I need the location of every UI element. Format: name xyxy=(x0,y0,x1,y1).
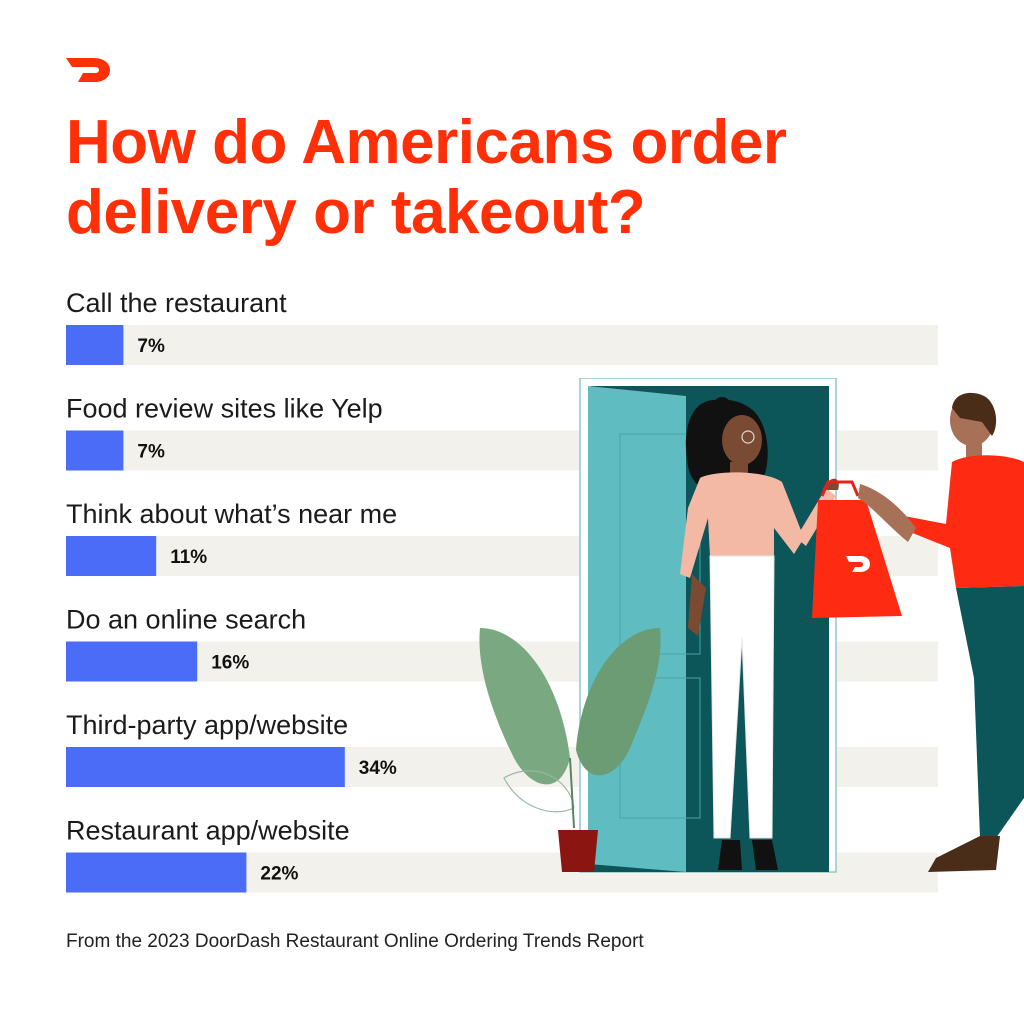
title-line-2: delivery or takeout? xyxy=(66,178,646,247)
category-label: Call the restaurant xyxy=(66,288,287,318)
bar xyxy=(66,430,124,471)
customer-figure xyxy=(680,397,839,870)
bar xyxy=(66,852,247,893)
title-line-1: How do Americans order xyxy=(66,108,787,177)
door-panel xyxy=(588,386,686,872)
bar-track xyxy=(66,325,938,365)
bag-logo-icon xyxy=(846,556,870,572)
value-label: 16% xyxy=(211,653,249,674)
source-note: From the 2023 DoorDash Restaurant Online… xyxy=(66,931,644,952)
bar xyxy=(66,325,124,365)
bar xyxy=(66,641,198,682)
courier-figure xyxy=(858,392,1024,872)
category-label: Think about what’s near me xyxy=(66,499,397,529)
category-label: Third-party app/website xyxy=(66,710,348,740)
value-label: 22% xyxy=(260,864,298,885)
category-label: Restaurant app/website xyxy=(66,816,350,846)
bar xyxy=(66,536,157,576)
category-label: Food review sites like Yelp xyxy=(66,394,383,424)
value-label: 7% xyxy=(137,336,165,357)
delivery-handoff-illustration xyxy=(479,378,1024,873)
bar xyxy=(66,747,345,787)
value-label: 34% xyxy=(359,758,397,779)
doordash-logo-icon xyxy=(66,58,110,82)
plant-illustration xyxy=(479,628,661,872)
category-label: Do an online search xyxy=(66,605,306,635)
delivery-bag xyxy=(812,480,902,618)
value-label: 11% xyxy=(170,547,207,568)
value-label: 7% xyxy=(137,442,165,463)
page-title: How do Americans order delivery or takeo… xyxy=(66,108,966,248)
